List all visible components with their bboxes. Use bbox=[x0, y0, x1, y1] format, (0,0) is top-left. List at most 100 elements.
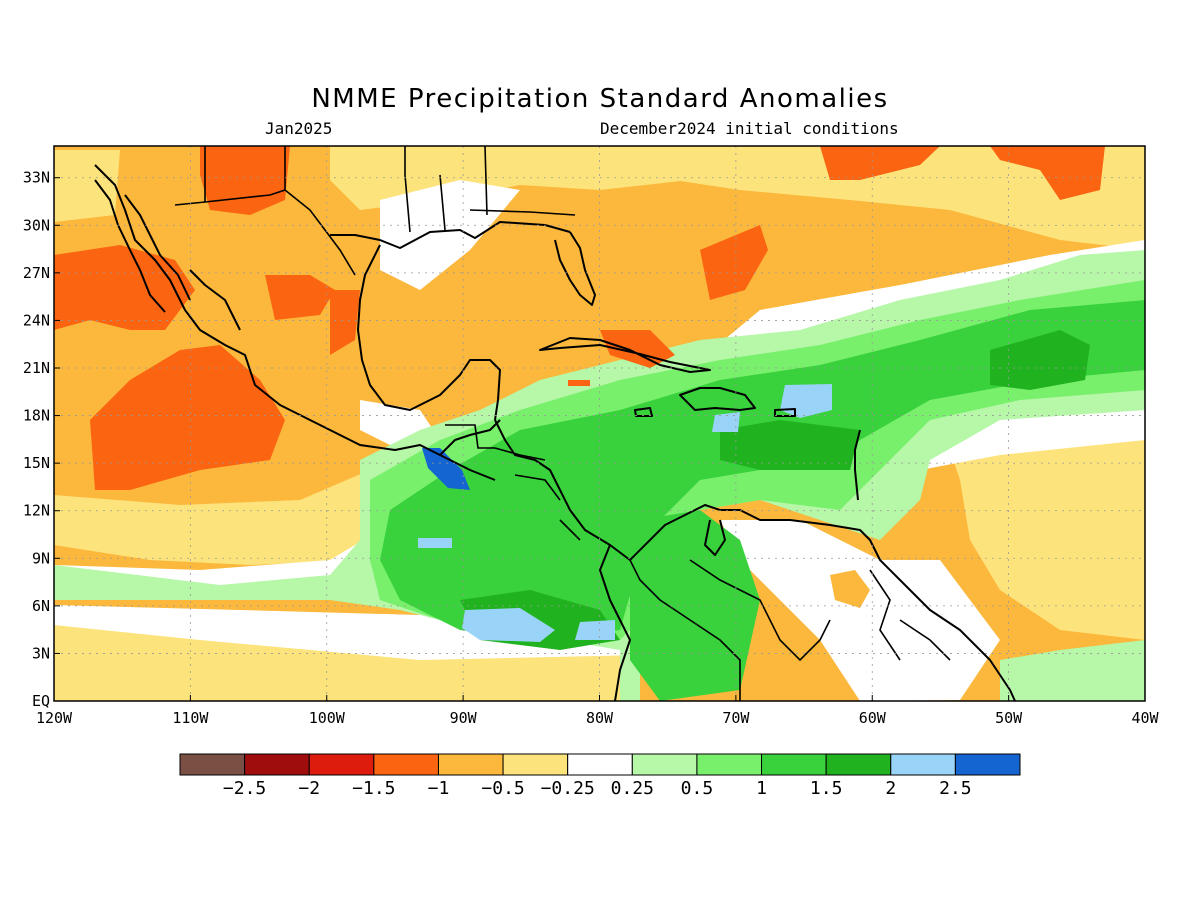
colorbar-swatch bbox=[437, 753, 504, 776]
colorbar-swatch bbox=[567, 753, 633, 776]
colorbar-tick-label: 2 bbox=[885, 778, 896, 799]
x-tick-label: 120W bbox=[36, 709, 73, 727]
baja-california-coast bbox=[94, 179, 166, 313]
colorbar-tick-label: −0.25 bbox=[541, 778, 595, 799]
anomaly-region bbox=[265, 275, 335, 320]
x-tick-label: 60W bbox=[859, 709, 887, 727]
anomaly-region bbox=[575, 620, 615, 640]
y-tick-label: 9N bbox=[32, 549, 50, 567]
x-tick-label: 80W bbox=[586, 709, 614, 727]
anomaly-region bbox=[380, 180, 520, 290]
anomaly-region bbox=[650, 146, 1145, 250]
anomaly-region bbox=[200, 146, 290, 215]
border-colombia bbox=[629, 559, 741, 701]
anomaly-region bbox=[54, 470, 370, 565]
y-tick-label: 21N bbox=[23, 359, 50, 377]
y-tick-label: 3N bbox=[32, 644, 50, 662]
border-florida-north bbox=[469, 209, 576, 216]
hispaniola bbox=[679, 387, 756, 411]
border-mississippi bbox=[439, 174, 446, 231]
x-tick-label: 110W bbox=[172, 709, 209, 727]
colorbar-swatch bbox=[890, 753, 956, 776]
border-us-mexico-rio-grande bbox=[284, 189, 356, 276]
anomaly-region bbox=[54, 150, 120, 222]
cuba bbox=[539, 337, 711, 373]
colorbar-swatch bbox=[825, 753, 892, 776]
border-honduras bbox=[494, 447, 546, 461]
y-tick-label: 33N bbox=[23, 169, 50, 187]
florida-coast bbox=[554, 231, 596, 306]
colorbar-swatch bbox=[308, 753, 375, 776]
colorbar-swatch bbox=[179, 753, 246, 776]
x-tick-label: 50W bbox=[995, 709, 1023, 727]
anomaly-region bbox=[462, 608, 555, 642]
border-nicaragua bbox=[514, 474, 561, 501]
colorbar-swatch bbox=[244, 753, 310, 776]
anomaly-region bbox=[422, 448, 470, 490]
colorbar-swatch bbox=[696, 753, 763, 776]
colorbar-tick-label: −0.5 bbox=[481, 778, 524, 799]
colorbar-tick-label: 0.5 bbox=[681, 778, 714, 799]
y-tick-label: 27N bbox=[23, 264, 50, 282]
anomaly-region bbox=[418, 538, 452, 548]
x-tick-label: 100W bbox=[309, 709, 346, 727]
colorbar-swatch bbox=[502, 753, 569, 776]
colorbar-swatch bbox=[373, 753, 439, 776]
anomaly-region bbox=[568, 380, 590, 386]
puerto-rico bbox=[774, 408, 796, 417]
colorbar-tick-label: 1.5 bbox=[810, 778, 843, 799]
lesser-antilles bbox=[854, 429, 861, 501]
lake-maracaibo bbox=[704, 519, 726, 556]
anomaly-field bbox=[54, 146, 1145, 701]
colorbar-swatch bbox=[954, 753, 1021, 776]
border-venezuela bbox=[689, 559, 831, 662]
x-tick-label: 90W bbox=[450, 709, 478, 727]
jamaica bbox=[634, 407, 653, 417]
y-tick-label: 12N bbox=[23, 502, 50, 520]
border-guatemala bbox=[445, 424, 495, 449]
colorbar-tick-label: −1 bbox=[428, 778, 450, 799]
anomaly-region bbox=[330, 290, 360, 355]
x-tick-label: 70W bbox=[722, 709, 750, 727]
border-costa-rica bbox=[559, 519, 581, 541]
y-tick-label: 30N bbox=[23, 216, 50, 234]
anomaly-region bbox=[990, 330, 1090, 390]
south-america-pacific-coast bbox=[599, 544, 631, 701]
gulf-coast-mexico bbox=[357, 244, 501, 421]
anomaly-region bbox=[830, 570, 870, 608]
anomaly-region bbox=[712, 412, 740, 432]
anomaly-region bbox=[720, 520, 1000, 701]
colorbar-tick-label: −1.5 bbox=[352, 778, 395, 799]
coastlines bbox=[94, 164, 1016, 701]
colorbar-swatch bbox=[631, 753, 698, 776]
anomaly-region bbox=[820, 146, 940, 180]
mainland-mexico-coast bbox=[189, 269, 241, 331]
colorbar: −2.5 −2 −1.5 −1 −0.5 −0.25 0.25 0.5 1 1.5 2 2.5 bbox=[179, 753, 1021, 799]
gulf-of-california-coast bbox=[124, 194, 191, 301]
yucatan-south bbox=[439, 419, 501, 456]
y-tick-label: 15N bbox=[23, 454, 50, 472]
colorbar-tick-label: 0.25 bbox=[611, 778, 654, 799]
y-tick-label: 24N bbox=[23, 311, 50, 329]
initial-conditions-label: December2024 initial conditions bbox=[600, 119, 899, 138]
map-title: NMME Precipitation Standard Anomalies bbox=[311, 84, 889, 114]
colorbar-tick-label: −2.5 bbox=[223, 778, 266, 799]
colorbar-tick-label: 2.5 bbox=[939, 778, 972, 799]
anomaly-region bbox=[700, 225, 768, 300]
y-tick-label: 18N bbox=[23, 407, 50, 425]
anomaly-region bbox=[90, 345, 285, 490]
x-tick-label: 40W bbox=[1131, 709, 1159, 727]
x-axis: 120W 110W 100W 90W 80W 70W 60W 50W 40W bbox=[36, 695, 1160, 727]
border-texas-louisiana bbox=[404, 146, 411, 233]
colorbar-swatch bbox=[761, 753, 827, 776]
anomaly-region bbox=[990, 146, 1105, 200]
gulf-coast-us bbox=[330, 221, 571, 249]
anomaly-region bbox=[940, 420, 1145, 640]
anomaly-region bbox=[720, 420, 860, 470]
y-axis: EQ 3N 6N 9N 12N 15N 18N 21N 24N 27N 30N 33N bbox=[23, 169, 60, 710]
border-alabama bbox=[484, 146, 488, 216]
colorbar-tick-label: −2 bbox=[298, 778, 320, 799]
y-tick-label: EQ bbox=[32, 692, 50, 710]
grid-lines bbox=[54, 146, 1145, 701]
pacific-coastline bbox=[94, 164, 496, 481]
